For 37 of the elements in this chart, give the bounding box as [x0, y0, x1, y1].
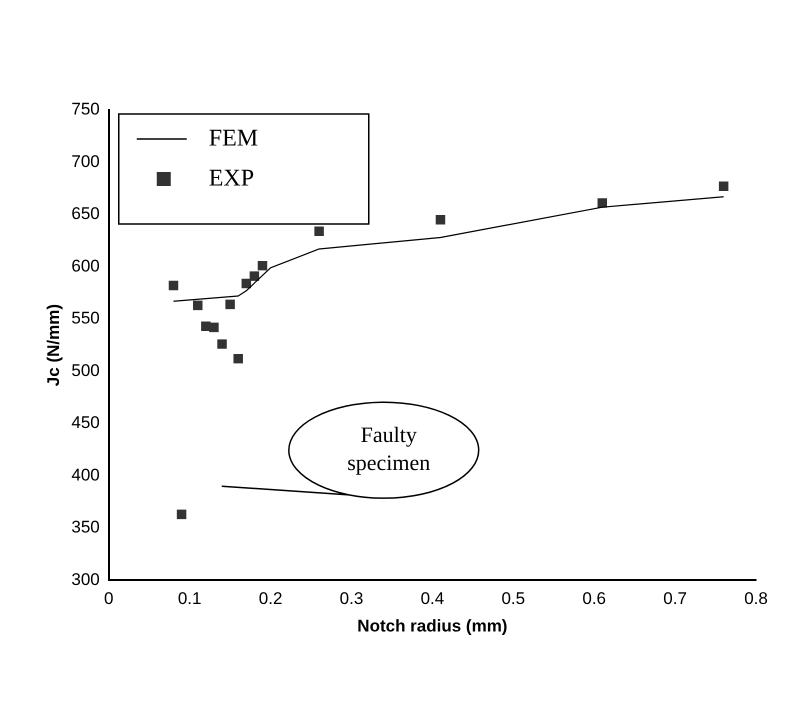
- point: [258, 260, 268, 270]
- y-axis-title: Jc (N/mm): [44, 304, 63, 386]
- y-tick-label: 700: [71, 152, 100, 171]
- point: [217, 339, 227, 349]
- y-tick-label: 650: [71, 204, 100, 224]
- annotation: Faulty specimen: [347, 422, 430, 475]
- legend-label: FEM: [208, 125, 258, 152]
- point: [250, 271, 260, 281]
- point: [436, 214, 446, 224]
- point: [314, 226, 324, 236]
- x-tick-label: 0.4: [420, 589, 444, 608]
- x-tick-label: 0.6: [582, 589, 606, 608]
- y-tick-label: 550: [71, 308, 100, 328]
- point: [193, 300, 202, 310]
- legend-label: EXP: [208, 165, 254, 192]
- point: [225, 300, 235, 310]
- point: [242, 278, 252, 288]
- x-tick-label: 0.5: [501, 589, 526, 608]
- y-tick-label: 600: [71, 256, 100, 276]
- x-tick-label: 0.1: [178, 589, 202, 608]
- x-tick-label: 0.8: [744, 589, 768, 608]
- y-tick-label: 350: [71, 518, 100, 537]
- x-axis-title: Notch radius (mm): [357, 616, 508, 636]
- x-tick-label: 0.7: [663, 589, 687, 608]
- point: [718, 182, 728, 192]
- y-tick-label: 750: [71, 100, 100, 119]
- point: [176, 510, 186, 520]
- x-tick-label: 0.3: [340, 589, 364, 608]
- x-tick-label: 0: [104, 589, 114, 608]
- x-tick-label: 0.2: [258, 589, 282, 608]
- y-tick-label: 400: [71, 465, 100, 484]
- point: [233, 354, 243, 364]
- point: [209, 322, 219, 332]
- point: [168, 280, 178, 290]
- y-tick-label: 300: [71, 570, 100, 589]
- y-tick-label: 500: [71, 360, 100, 380]
- y-tick-label: 450: [71, 413, 100, 432]
